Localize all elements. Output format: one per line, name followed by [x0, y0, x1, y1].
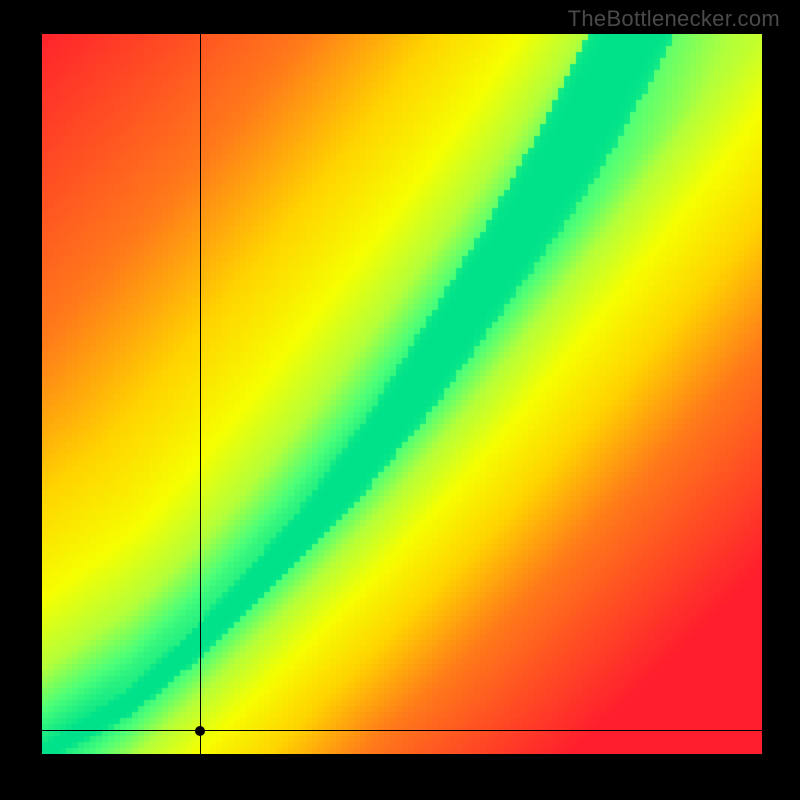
chart-container: TheBottlenecker.com: [0, 0, 800, 800]
watermark-text: TheBottlenecker.com: [568, 6, 780, 32]
crosshair-vertical-line: [200, 34, 201, 754]
heatmap-plot-area: [42, 34, 762, 754]
crosshair-horizontal-line: [42, 730, 762, 731]
heatmap-canvas: [42, 34, 762, 754]
